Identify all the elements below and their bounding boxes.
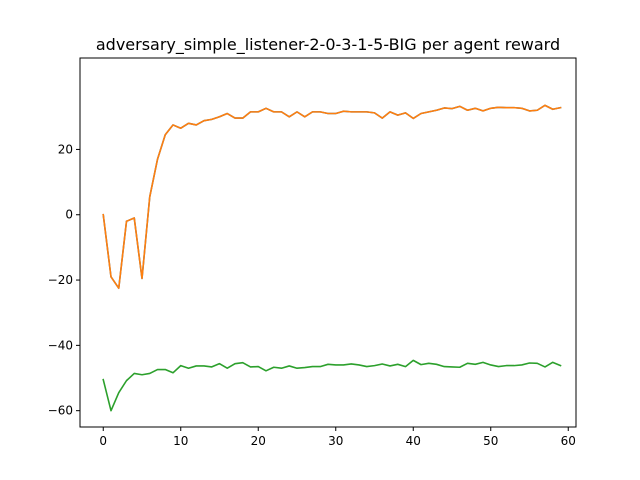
x-tick-label: 50 [483,434,498,448]
x-tick-label: 10 [173,434,188,448]
y-tick-label: 0 [65,208,73,222]
y-tick-label: −20 [48,273,73,287]
series-line-1 [102,104,562,290]
ticks-layer: 0 10 20 30 40 50 60 −60 −40 −20 0 20 [48,142,576,448]
series-line-3 [102,359,562,412]
plot-area-frame [79,57,577,428]
x-tick-label: 40 [406,434,421,448]
series-line-2 [102,104,562,290]
y-tick-label: −60 [48,404,73,418]
chart-title: adversary_simple_listener-2-0-3-1-5-BIG … [96,35,560,55]
x-tick-label: 20 [251,434,266,448]
y-tick-label: 20 [58,142,73,156]
x-tick-label: 30 [328,434,343,448]
y-tick-label: −40 [48,338,73,352]
series-layer [102,104,562,412]
x-tick-label: 0 [99,434,107,448]
x-tick-label: 60 [561,434,576,448]
